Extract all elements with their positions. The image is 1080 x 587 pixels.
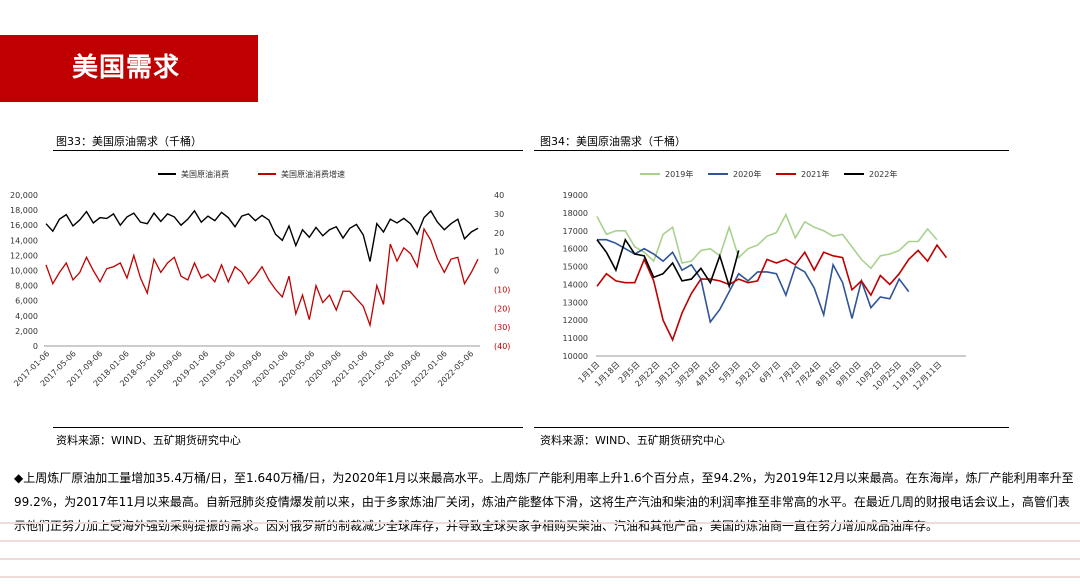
figure-33-caption: 图33：美国原油需求（千桶）	[56, 135, 202, 148]
y-left-tick-label: 18,000	[10, 206, 38, 215]
series-line-year	[596, 243, 948, 342]
y-tick-label: 19000	[563, 191, 588, 200]
y-tick-label: 16000	[563, 245, 588, 254]
y-left-tick-label: 12,000	[10, 251, 38, 260]
series-line-year	[597, 238, 910, 324]
legend-label-series: 2019年	[665, 169, 693, 179]
series-line-year	[596, 237, 740, 290]
chart-us-crude-demand: 美国原油消费 美国原油消费增速 0 2,000 4,000 6,000 8,000 10,00…	[10, 169, 510, 388]
y-right-tick-label: 40	[494, 191, 504, 200]
y-right-tick-label: (20)	[494, 304, 510, 313]
y-tick-label: 18000	[563, 209, 588, 218]
y-left-tick-label: 8,000	[15, 282, 38, 291]
figure-34-top-rule	[534, 150, 1009, 151]
x-tick-label: 6月7日	[758, 360, 783, 385]
y-tick-label: 10000	[563, 352, 588, 361]
legend-label-series: 2022年	[869, 169, 897, 179]
decor-stripe	[0, 576, 1080, 578]
legend-label-consumption: 美国原油消费	[181, 169, 229, 179]
y-right-tick-label: (40)	[494, 342, 510, 351]
section-title: 美国需求	[72, 53, 181, 83]
legend-label-growth: 美国原油消费增速	[281, 169, 345, 179]
y-tick-label: 14000	[563, 280, 588, 289]
y-tick-label: 11000	[563, 334, 588, 343]
y-tick-label: 17000	[563, 227, 588, 236]
y-tick-label: 12000	[563, 316, 588, 325]
decor-stripe	[0, 540, 1080, 542]
figure-33-source: 资料来源：WIND、五矿期货研究中心	[56, 434, 241, 447]
series-line-consumption-growth	[45, 227, 479, 328]
chart-us-crude-demand-by-year: 2019年 2020年 2021年 2022年 10000 11000 12000 13000…	[563, 169, 966, 392]
y-right-tick-label: 20	[494, 229, 504, 238]
legend-label-series: 2020年	[733, 169, 761, 179]
y-left-tick-label: 16,000	[10, 221, 38, 230]
series-line-year	[596, 212, 938, 270]
y-left-tick-label: 0	[33, 342, 38, 351]
y-left-tick-label: 10,000	[10, 267, 38, 276]
figure-33-top-rule	[53, 150, 523, 151]
body-paragraph: ◆上周炼厂原油加工量增加35.4万桶/日，至1.640万桶/日，为2020年1月…	[14, 466, 1074, 538]
y-right-tick-label: 30	[494, 210, 504, 219]
y-tick-label: 13000	[563, 298, 588, 307]
y-right-tick-label: (10)	[494, 285, 510, 294]
y-left-tick-label: 20,000	[10, 191, 38, 200]
y-left-tick-label: 6,000	[15, 297, 38, 306]
y-left-tick-label: 2,000	[15, 327, 38, 336]
y-right-tick-label: 0	[494, 267, 499, 276]
bullet-diamond: ◆	[14, 471, 24, 485]
figure-33-bottom-rule	[53, 427, 523, 428]
series-line-consumption	[45, 209, 479, 262]
y-left-tick-label: 4,000	[15, 312, 38, 321]
section-title-banner: 美国需求	[0, 35, 258, 102]
decor-stripe	[0, 558, 1080, 560]
y-right-tick-label: 10	[494, 248, 504, 257]
figure-34-bottom-rule	[534, 427, 1009, 428]
y-left-tick-label: 14,000	[10, 236, 38, 245]
figure-34-source: 资料来源：WIND、五矿期货研究中心	[540, 434, 725, 447]
y-right-tick-label: (30)	[494, 323, 510, 332]
legend-label-series: 2021年	[801, 169, 829, 179]
y-tick-label: 15000	[563, 263, 588, 272]
decor-stripe	[0, 522, 1080, 524]
figure-34-caption: 图34：美国原油需求（千桶）	[540, 135, 686, 148]
